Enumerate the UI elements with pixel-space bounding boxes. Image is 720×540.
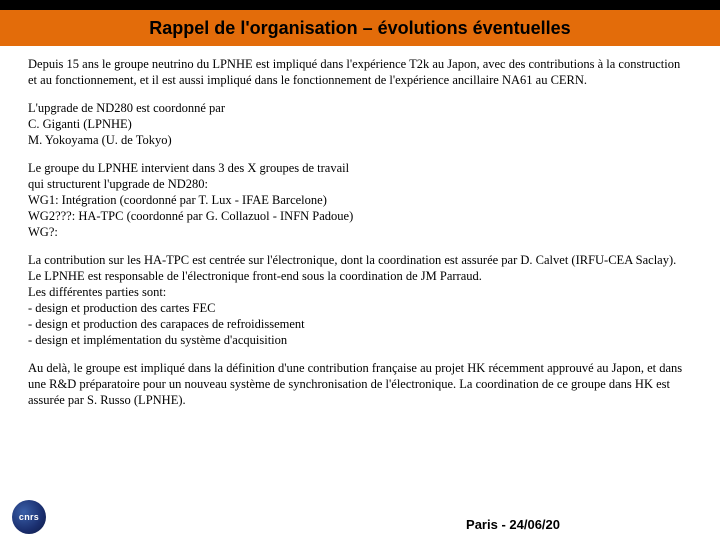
line: Le LPNHE est responsable de l'électroniq… [28,268,692,284]
paragraph-upgrade-coord: L'upgrade de ND280 est coordonné par C. … [28,100,692,148]
content-area: Depuis 15 ans le groupe neutrino du LPNH… [0,46,720,408]
title-band: Rappel de l'organisation – évolutions év… [0,10,720,46]
line: - design et production des cartes FEC [28,300,692,316]
line: M. Yokoyama (U. de Tokyo) [28,132,692,148]
slide: Rappel de l'organisation – évolutions év… [0,0,720,540]
paragraph-workgroups: Le groupe du LPNHE intervient dans 3 des… [28,160,692,240]
paragraph-intro: Depuis 15 ans le groupe neutrino du LPNH… [28,56,692,88]
line: WG?: [28,224,692,240]
line: - design et implémentation du système d'… [28,332,692,348]
line: Le groupe du LPNHE intervient dans 3 des… [28,160,692,176]
line: C. Giganti (LPNHE) [28,116,692,132]
line: La contribution sur les HA-TPC est centr… [28,252,692,268]
paragraph-hatpc: La contribution sur les HA-TPC est centr… [28,252,692,348]
line: Les différentes parties sont: [28,284,692,300]
line: L'upgrade de ND280 est coordonné par [28,100,692,116]
line: - design et production des carapaces de … [28,316,692,332]
line: WG1: Intégration (coordonné par T. Lux -… [28,192,692,208]
footer-text: Paris - 24/06/20 [466,517,560,532]
cnrs-logo: cnrs [12,500,46,534]
top-black-bar [0,0,720,10]
paragraph-hk: Au delà, le groupe est impliqué dans la … [28,360,692,408]
line: qui structurent l'upgrade de ND280: [28,176,692,192]
slide-title: Rappel de l'organisation – évolutions év… [149,18,570,39]
cnrs-logo-text: cnrs [19,512,39,522]
line: WG2???: HA-TPC (coordonné par G. Collazu… [28,208,692,224]
